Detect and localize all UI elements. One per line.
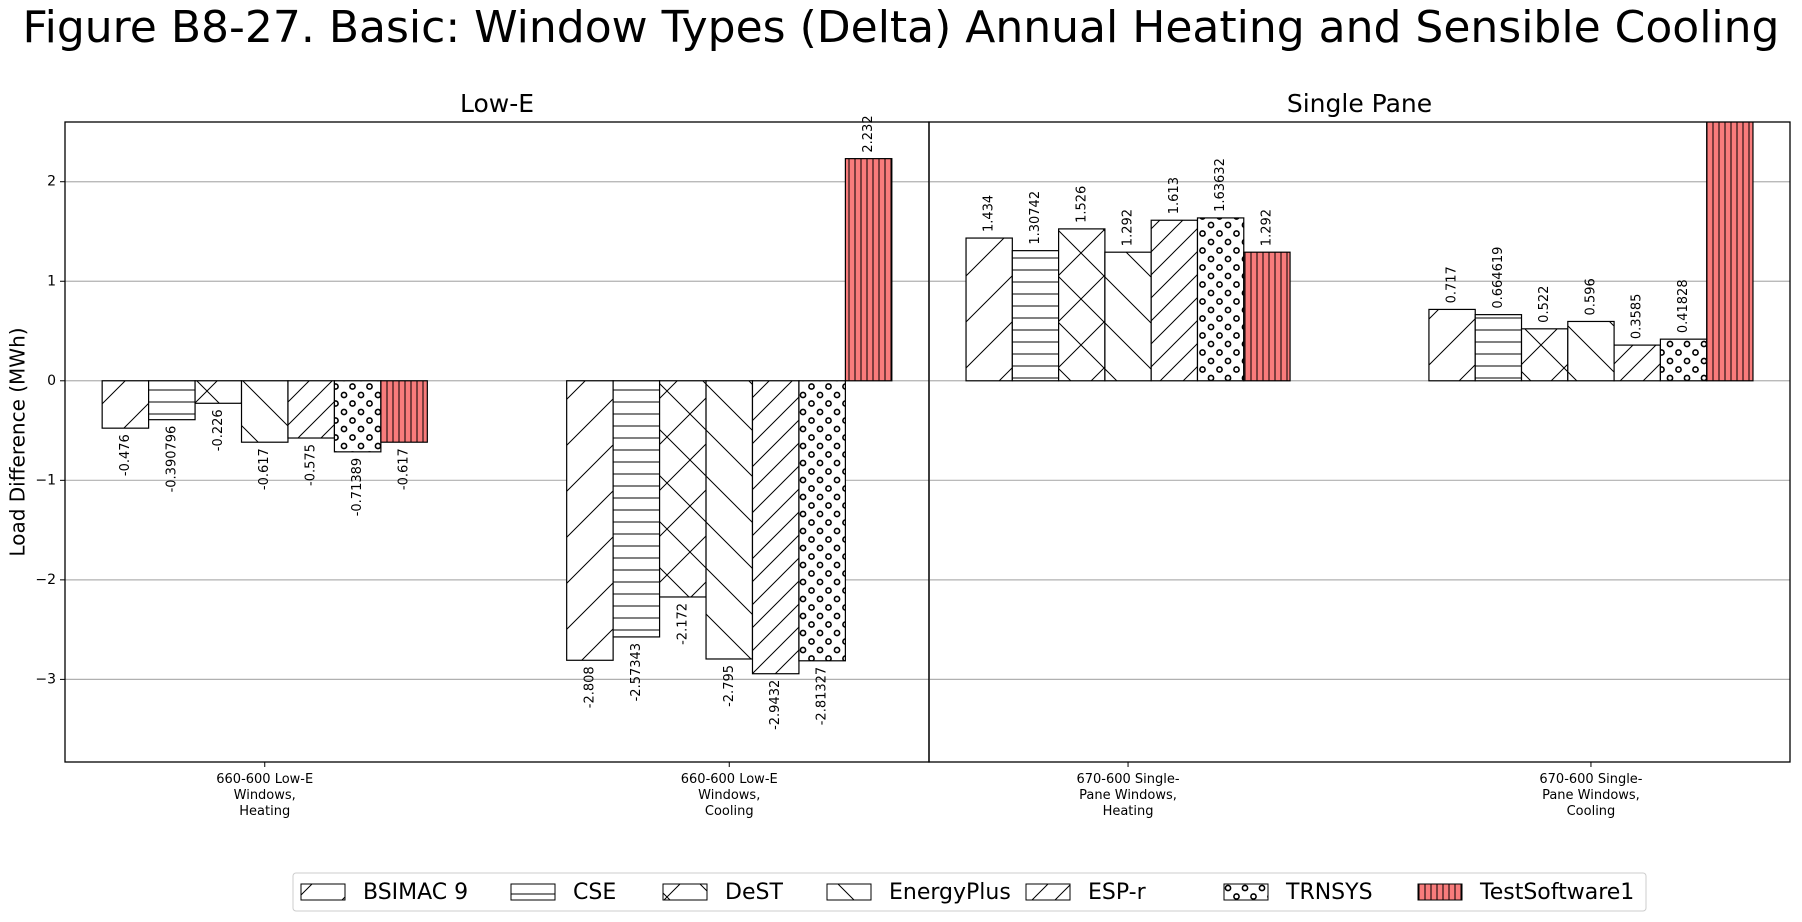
x-tick-label: 660-600 Low-E Windows, Cooling bbox=[681, 772, 778, 819]
bars bbox=[965, 122, 1754, 382]
bar-hatch bbox=[612, 380, 661, 638]
legend-label: TestSoftware1 bbox=[1479, 880, 1634, 905]
legend-box bbox=[292, 872, 1647, 912]
legend-swatch-hatch bbox=[1417, 883, 1463, 901]
legend-swatch-hatch bbox=[300, 883, 346, 901]
legend-swatch-hatch bbox=[510, 883, 556, 901]
legend-swatch-hatch bbox=[826, 883, 872, 901]
legend-label: TRNSYS bbox=[1285, 880, 1373, 905]
data-label: -0.575 bbox=[304, 444, 319, 486]
legend-label: BSIMAC 9 bbox=[363, 880, 468, 905]
bar-hatch bbox=[566, 380, 614, 661]
data-label: 0.522 bbox=[1537, 286, 1552, 323]
bar-hatch bbox=[101, 380, 150, 429]
bars bbox=[101, 158, 893, 675]
bar-hatch bbox=[1613, 344, 1661, 382]
legend-label: CSE bbox=[573, 880, 616, 905]
data-label: 1.292 bbox=[1121, 209, 1136, 246]
bar-hatch bbox=[1520, 328, 1569, 382]
data-label: -2.9432 bbox=[768, 680, 783, 730]
x-tick-label: 670-600 Single-Pane Windows, Cooling bbox=[1539, 772, 1642, 819]
data-label: -0.226 bbox=[211, 409, 226, 451]
data-label: 1.434 bbox=[982, 195, 997, 232]
data-label: 2.232 bbox=[861, 115, 876, 152]
x-tick-label: 670-600 Single-Pane Windows, Heating bbox=[1076, 772, 1179, 819]
data-label: 0.664619 bbox=[1491, 247, 1506, 309]
y-axis-label: Load Difference (MWh) bbox=[6, 327, 30, 556]
legend-label: ESP-r bbox=[1088, 880, 1147, 905]
data-label: -0.71389 bbox=[350, 458, 365, 516]
panel-title: Low-E bbox=[460, 89, 534, 118]
bar-hatch bbox=[1659, 338, 1708, 382]
data-label: -0.390796 bbox=[164, 426, 179, 493]
y-tick-label: 1 bbox=[47, 273, 56, 289]
bar-hatch bbox=[658, 380, 707, 598]
bar-hatch bbox=[1474, 314, 1523, 382]
bar-hatch bbox=[1706, 122, 1754, 382]
bar-hatch bbox=[333, 380, 382, 453]
data-label: -0.476 bbox=[118, 434, 133, 476]
bar-hatch bbox=[705, 380, 754, 660]
data-label: 0.41828 bbox=[1676, 279, 1691, 333]
legend-swatch-hatch bbox=[662, 883, 708, 901]
y-tick-label: −2 bbox=[35, 572, 56, 588]
bar-hatch bbox=[194, 380, 243, 404]
data-label: 1.526 bbox=[1074, 186, 1089, 223]
data-label: -2.808 bbox=[582, 666, 597, 708]
y-tick-label: 0 bbox=[47, 373, 56, 389]
bar-hatch bbox=[751, 380, 800, 675]
data-label: 1.63632 bbox=[1213, 158, 1228, 212]
bar-hatch bbox=[1011, 250, 1060, 382]
y-tick-label: −3 bbox=[35, 671, 56, 687]
bar-hatch bbox=[148, 380, 196, 421]
data-label: -0.617 bbox=[257, 448, 272, 490]
data-label: 0.3585 bbox=[1630, 294, 1645, 340]
y-tick-label: −1 bbox=[35, 472, 56, 488]
bar-hatch bbox=[287, 380, 336, 439]
figure-title: Figure B8-27. Basic: Window Types (Delta… bbox=[23, 2, 1780, 53]
bar-hatch bbox=[1150, 219, 1199, 382]
data-label: 1.30742 bbox=[1028, 191, 1043, 245]
bar-hatch bbox=[1058, 228, 1106, 382]
bar-hatch bbox=[798, 380, 846, 662]
data-label: 1.292 bbox=[1259, 209, 1274, 246]
x-tick-label: 660-600 Low-E Windows, Heating bbox=[216, 772, 313, 819]
data-label: 0.717 bbox=[1445, 266, 1460, 303]
y-tick-label: 2 bbox=[47, 174, 56, 190]
legend-label: DeST bbox=[725, 880, 783, 905]
legend-swatch-hatch bbox=[1025, 883, 1071, 901]
data-label: -2.57343 bbox=[629, 643, 644, 701]
data-label: -0.617 bbox=[397, 448, 412, 490]
axes-frame bbox=[928, 121, 1791, 763]
legend-label: EnergyPlus bbox=[889, 880, 1011, 905]
data-label: -2.795 bbox=[722, 665, 737, 707]
bar-hatch bbox=[380, 380, 428, 443]
bar-hatch bbox=[1243, 251, 1291, 382]
bar-hatch bbox=[1567, 320, 1615, 382]
bar-hatch bbox=[1196, 217, 1245, 382]
bar-hatch bbox=[1104, 251, 1152, 382]
bar-hatch bbox=[240, 380, 289, 443]
panel-title: Single Pane bbox=[1287, 89, 1432, 118]
legend-swatch-hatch bbox=[1223, 883, 1269, 901]
bar-hatch bbox=[965, 237, 1013, 382]
plot-area: −3 −2 −1 0 1 2 Low-E Load Difference (MWh) 660-6… bbox=[6, 89, 1791, 912]
data-label: 1.613 bbox=[1167, 177, 1182, 214]
data-label: -2.172 bbox=[675, 603, 690, 645]
data-label: 0.596 bbox=[1583, 278, 1598, 315]
bar-hatch bbox=[844, 158, 893, 382]
data-label: -2.81327 bbox=[815, 667, 830, 725]
bar-hatch bbox=[1428, 308, 1476, 382]
